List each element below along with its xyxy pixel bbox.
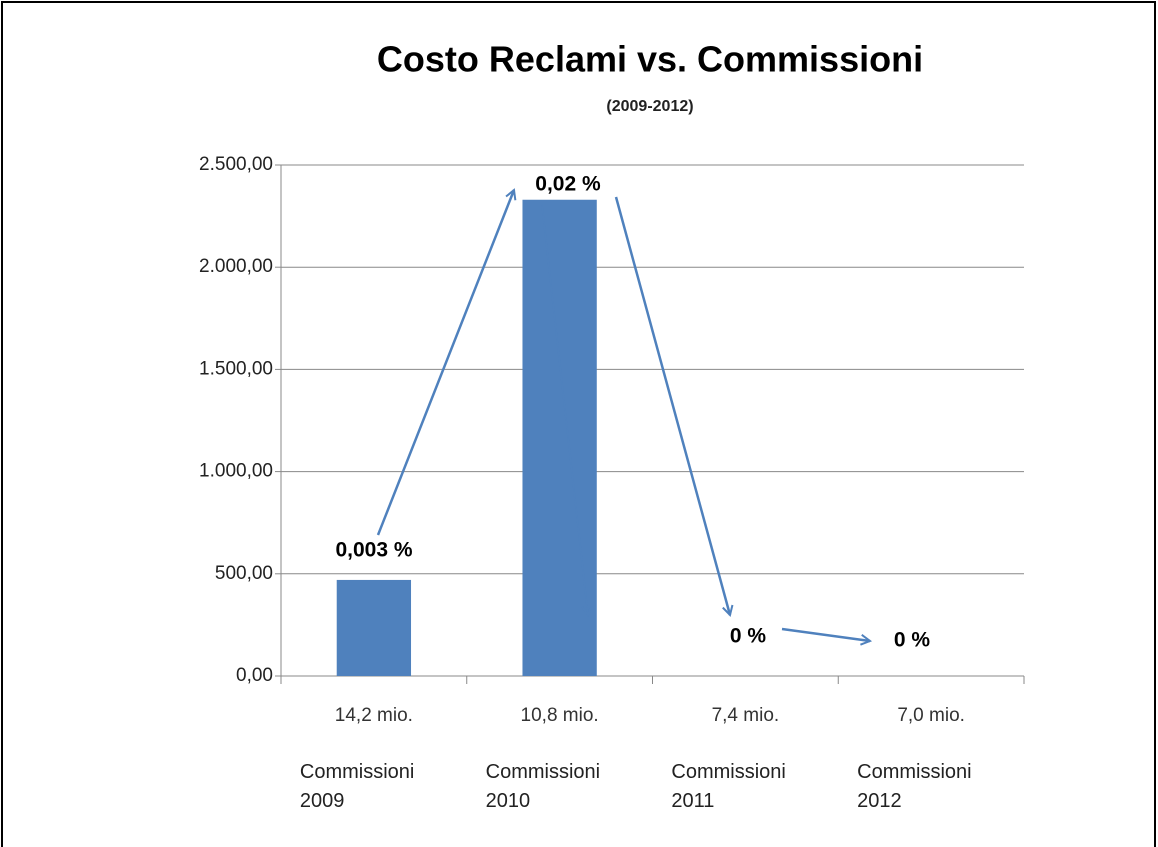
commission-label: 10,8 mio.	[521, 705, 599, 726]
arrow	[781, 627, 870, 641]
arrow	[614, 196, 730, 615]
x-tick-label: Commissioni 2012	[857, 761, 972, 812]
annotation: 0 %	[894, 629, 931, 652]
annotation: 0 %	[730, 625, 767, 648]
y-tick-label: 2.500,00	[199, 154, 273, 175]
y-tick-label: 2.000,00	[199, 256, 273, 277]
x-tick-label: Commissioni 2009	[299, 761, 415, 812]
chart-title: Costo Reclami vs. Commissioni	[377, 39, 923, 80]
y-tick-label: 0,00	[236, 665, 273, 686]
bar	[522, 199, 597, 677]
y-tick-label: 1.000,00	[199, 461, 273, 482]
arrow	[376, 190, 514, 536]
commission-label: 7,4 mio.	[712, 705, 780, 726]
arrow	[541, 204, 588, 615]
commission-label: 7,0 mio.	[897, 705, 965, 726]
bar	[336, 579, 412, 676]
annotation: 0,003 %	[335, 539, 412, 562]
arrows	[376, 190, 870, 641]
y-tick-label: 500,00	[215, 563, 273, 584]
annotation: 0,02 %	[535, 173, 601, 196]
x-tick-label: Commissioni 2011	[671, 761, 786, 812]
y-tick-label: 1.500,00	[199, 358, 273, 379]
chart-subtitle: (2009-2012)	[606, 98, 693, 115]
x-tick-label: Commissioni 2010	[485, 761, 601, 812]
commission-label: 14,2 mio.	[335, 705, 413, 726]
